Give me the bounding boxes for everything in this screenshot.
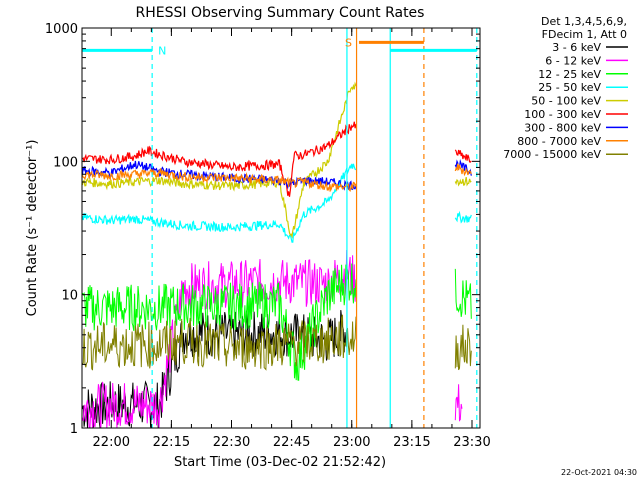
legend-label: 25 - 50 keV xyxy=(538,81,601,94)
series-line-100-300-kev xyxy=(82,121,472,197)
annotation-label: N xyxy=(158,44,166,57)
legend-label: 7000 - 15000 keV xyxy=(503,148,601,161)
annotation-label: S xyxy=(345,36,352,49)
series-line-50-100-kev xyxy=(82,81,472,239)
legend-header-line: Det 1,3,4,5,6,9, xyxy=(541,15,627,28)
legend-label: 12 - 25 keV xyxy=(538,68,601,81)
legend-label: 800 - 7000 keV xyxy=(517,135,601,148)
y-tick-label: 100 xyxy=(53,155,78,170)
x-tick-label: 22:30 xyxy=(213,435,250,450)
legend-header: Det 1,3,4,5,6,9,FDecim 1, Att 0 xyxy=(541,15,627,41)
y-axis-label: Count Rate (s⁻¹ detector⁻¹) xyxy=(25,140,40,317)
chart-title: RHESSI Observing Summary Count Rates xyxy=(136,5,425,21)
series-line-6-12-kev xyxy=(82,249,463,428)
axes: 22:00 22:15 22:30 22:45 23:00 23:15 23:30 1 10 10… xyxy=(45,22,491,450)
series-line-25-50-kev xyxy=(82,163,472,243)
x-axis-label: Start Time (03-Dec-02 21:52:42) xyxy=(174,455,386,470)
x-tick-label: 23:30 xyxy=(453,435,490,450)
legend-label: 100 - 300 keV xyxy=(524,108,601,121)
plot-clip-group xyxy=(82,81,472,428)
series-line-7000-15000-kev xyxy=(82,314,472,371)
y-tick-label: 1 xyxy=(70,422,78,437)
x-tick-label: 23:15 xyxy=(393,435,430,450)
legend-label: 300 - 800 keV xyxy=(524,121,601,134)
series-line-800-7000-kev xyxy=(82,163,472,193)
plot-frame xyxy=(81,27,481,429)
x-tick-label: 22:15 xyxy=(153,435,190,450)
legend-label: 6 - 12 keV xyxy=(545,54,601,67)
x-tick-label: 22:00 xyxy=(93,435,130,450)
legend-label: 3 - 6 keV xyxy=(552,41,601,54)
y-tick-label: 10 xyxy=(61,289,78,304)
timestamp: 22-Oct-2021 04:30 xyxy=(561,468,637,477)
y-tick-label: 1000 xyxy=(45,22,78,37)
legend-header-line: FDecim 1, Att 0 xyxy=(542,28,627,41)
x-tick-label: 23:00 xyxy=(333,435,370,450)
x-tick-label: 22:45 xyxy=(273,435,310,450)
series-line-12-25-kev xyxy=(82,263,472,381)
plot-area: NS xyxy=(82,28,478,428)
legend-label: 50 - 100 keV xyxy=(531,95,601,108)
